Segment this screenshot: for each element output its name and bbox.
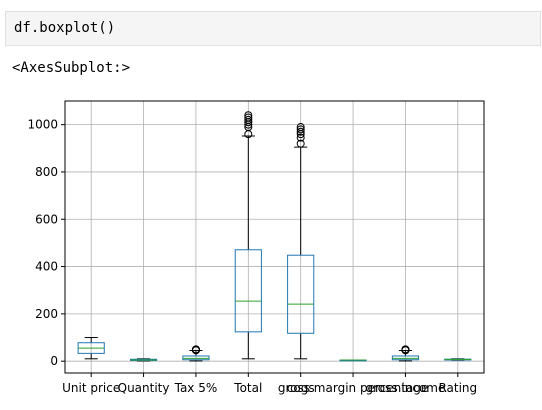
x-tick-label: gross income xyxy=(365,381,445,395)
x-tick-label: Tax 5% xyxy=(174,381,218,395)
x-tick-label: gross margin percentage xyxy=(278,381,428,395)
x-tick-label: cogs xyxy=(287,381,315,395)
outlier-point xyxy=(191,345,200,354)
outlier-point xyxy=(296,127,305,136)
code-input-cell[interactable]: df.boxplot() xyxy=(5,11,541,46)
y-tick-label: 1000 xyxy=(27,118,58,132)
outlier-point xyxy=(296,125,305,134)
outlier-point xyxy=(244,115,253,124)
outlier-point xyxy=(296,123,305,132)
y-tick-label: 400 xyxy=(35,260,58,274)
x-tick-label: Quantity xyxy=(118,381,170,395)
outlier-point xyxy=(296,133,305,142)
box-5 xyxy=(287,254,315,334)
code-text: df.boxplot() xyxy=(14,20,116,36)
x-tick-label: Unit price xyxy=(62,381,120,395)
x-tick-label: Rating xyxy=(438,381,477,395)
y-tick-label: 200 xyxy=(35,307,58,321)
box-4 xyxy=(234,249,262,333)
outlier-point xyxy=(401,345,410,354)
y-tick-label: 800 xyxy=(35,165,58,179)
plot-frame xyxy=(64,100,485,374)
x-tick-label: Total xyxy=(233,381,262,395)
outlier-point xyxy=(296,139,305,148)
outlier-point xyxy=(244,113,253,122)
y-tick-label: 0 xyxy=(50,354,58,368)
outlier-point xyxy=(244,111,253,120)
y-tick-label: 600 xyxy=(35,212,58,226)
output-text: <AxesSubplot:> xyxy=(12,60,131,76)
